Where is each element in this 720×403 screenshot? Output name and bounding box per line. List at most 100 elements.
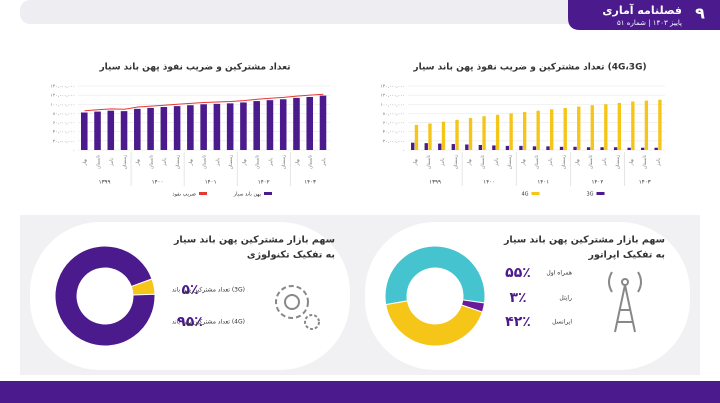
x-tick-label: تابستان: [96, 154, 101, 169]
bar: [495, 114, 500, 150]
x-tick-label: بهار: [576, 159, 581, 167]
x-tick-label: زمستان: [229, 155, 234, 170]
bar: [213, 103, 221, 150]
bar: [468, 118, 473, 150]
year-label: ۱۴۰۳: [304, 180, 316, 186]
category-label: تعداد مشترکین پهن باند (3G): [172, 287, 245, 294]
bar: [147, 107, 154, 150]
value-label: ۵۵٪: [505, 265, 531, 281]
bar: [160, 107, 168, 150]
bar: [573, 146, 577, 150]
donut-slice: [384, 245, 486, 306]
bar: [455, 119, 459, 150]
bar: [424, 143, 428, 150]
chart-title: تعداد مشترکین و ضریب نفوذ پهن باند سیار: [98, 63, 290, 73]
legend-label: 3G: [586, 192, 593, 198]
bar: [266, 100, 274, 150]
legend-label: ضریب نفوذ: [172, 192, 196, 198]
x-tick-label: زمستان: [454, 155, 459, 170]
chart-subtitle: به تفکیک تکنولوژی: [247, 250, 335, 261]
x-tick-label: پاییز: [269, 157, 274, 166]
x-tick-label: تابستان: [481, 154, 486, 169]
y-tick-label: ۴۰,۰۰۰,۰۰۰: [383, 130, 405, 135]
x-tick-label: پاییز: [110, 157, 115, 166]
legend-label: 4G: [521, 192, 528, 198]
y-tick-label: ۱۲۰,۰۰۰,۰۰۰: [50, 94, 75, 99]
y-tick-label: ۱۴۰,۰۰۰,۰۰۰: [50, 85, 75, 90]
donut-slice: [54, 245, 156, 347]
bar: [428, 123, 432, 150]
year-label: ۱۳۹۹: [429, 180, 441, 186]
bar: [253, 101, 260, 150]
x-tick-label: تابستان: [643, 154, 648, 169]
year-label: ۱۴۰۲: [258, 180, 270, 186]
bar: [519, 145, 523, 150]
x-tick-label: بهار: [242, 159, 247, 167]
bar: [306, 96, 314, 150]
bar: [465, 144, 469, 150]
value-label: ۳٪: [509, 290, 526, 306]
header-issue: پاییز ۱۴۰۳ | شماره ۵۱: [617, 19, 682, 27]
bar: [279, 99, 287, 150]
y-tick-label: ۸۰,۰۰۰,۰۰۰: [383, 112, 405, 117]
legend-label: پهن باند سیار: [233, 192, 262, 198]
x-tick-label: تابستان: [309, 154, 314, 169]
x-tick-label: زمستان: [562, 155, 567, 170]
chart-title: سهم بازار مشترکین پهن باند سیار: [503, 235, 665, 246]
x-tick-label: بهار: [136, 159, 141, 167]
bar: [505, 145, 510, 150]
bar: [559, 146, 564, 150]
bar: [492, 145, 496, 150]
bar: [627, 147, 631, 150]
y-tick-label: ۴۰,۰۰۰,۰۰۰: [53, 130, 75, 135]
category-label: ایرانسل: [552, 319, 572, 326]
x-tick-label: بهار: [83, 159, 88, 167]
x-tick-label: پاییز: [494, 157, 499, 166]
year-label: ۱۴۰۱: [537, 180, 549, 186]
year-label: ۱۴۰۳: [639, 180, 651, 186]
gear-icon: [275, 285, 320, 330]
bar: [604, 104, 608, 150]
footer-band: [0, 381, 720, 403]
bar: [644, 100, 649, 150]
bar: [509, 113, 513, 150]
chart-title: تعداد مشترکین و ضریب نفوذ پهن باند سیار …: [412, 63, 646, 73]
x-tick-label: پاییز: [440, 157, 445, 166]
year-label: ۱۴۰۲: [591, 180, 603, 186]
y-tick-label: ۱۲۰,۰۰۰,۰۰۰: [380, 94, 405, 99]
year-label: ۱۴۰۰: [483, 180, 495, 186]
x-tick-label: زمستان: [123, 155, 128, 170]
x-tick-label: پاییز: [549, 157, 554, 166]
bar: [240, 102, 247, 150]
x-tick-label: تابستان: [589, 154, 594, 169]
x-tick-label: بهار: [521, 159, 526, 167]
year-label: ۱۴۰۰: [152, 180, 164, 186]
x-tick-label: بهار: [189, 159, 194, 167]
bar: [319, 95, 327, 150]
y-tick-label: ۲۰,۰۰۰,۰۰۰: [383, 139, 405, 144]
year-label: ۱۳۹۹: [99, 180, 111, 186]
bar: [613, 147, 618, 150]
x-tick-label: بهار: [413, 159, 418, 167]
bar: [654, 147, 658, 150]
y-tick-label: ۲۰,۰۰۰,۰۰۰: [53, 139, 75, 144]
line: [84, 93, 324, 112]
value-label: ۵٪: [181, 282, 198, 298]
bar: [187, 105, 194, 150]
legend-swatch: [531, 192, 540, 195]
y-tick-label: ۱۰۰,۰۰۰,۰۰۰: [380, 103, 405, 108]
y-tick-label: ۸۰,۰۰۰,۰۰۰: [53, 112, 75, 117]
x-tick-label: زمستان: [508, 155, 513, 170]
y-tick-label: ۱۰۰,۰۰۰,۰۰۰: [50, 103, 75, 108]
y-tick-label: ۶۰,۰۰۰,۰۰۰: [383, 121, 405, 126]
bar: [414, 124, 419, 150]
chart-title: سهم بازار مشترکین پهن باند سیار: [173, 235, 335, 246]
bar: [120, 111, 128, 150]
legend-swatch: [264, 192, 272, 195]
y-tick-label: ۰: [73, 149, 75, 154]
x-tick-label: تابستان: [256, 154, 261, 169]
legend-swatch: [596, 192, 605, 195]
bar: [640, 147, 645, 150]
bar: [107, 110, 115, 150]
